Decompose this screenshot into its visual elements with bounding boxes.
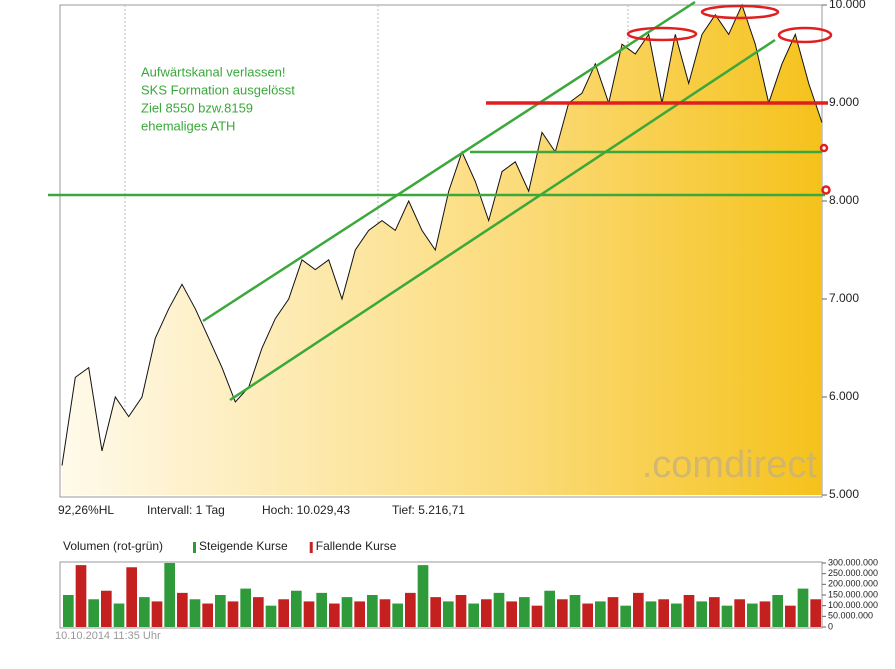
legend-label: Fallende Kurse [316, 539, 397, 553]
price-area [62, 5, 822, 495]
stat: Hoch: 10.029,43 [262, 503, 350, 517]
volume-bar [253, 597, 264, 627]
volume-bar [785, 605, 796, 627]
volume-bar [75, 565, 87, 627]
volume-bar [151, 601, 163, 627]
volume-bar [607, 597, 619, 627]
y-tick-label: 9.000 [829, 95, 859, 109]
annotation: Ziel 8550 bzw.8159 [141, 100, 253, 115]
annotation: Aufwärtskanal verlassen! [141, 64, 286, 79]
volume-bar [430, 597, 441, 627]
volume-bar [177, 592, 188, 627]
volume-bar [139, 597, 150, 627]
volume-bar [696, 601, 707, 627]
volume-bar [341, 597, 353, 627]
y-tick-label: 250.000.000 [828, 568, 878, 578]
price-layer: 5.000 6.000 7.000 8.000 9.000 10.000 [61, 0, 866, 501]
stat: Intervall: 1 Tag [147, 503, 225, 517]
volume-bar [645, 601, 657, 627]
y-tick-label: 0 [828, 621, 833, 631]
volume-bar [468, 603, 479, 627]
volume-bar [265, 605, 277, 627]
volume-bar [101, 590, 112, 627]
volume-bar [215, 595, 226, 627]
volume-bar [569, 595, 581, 627]
volume-bar [113, 603, 125, 627]
volume-bar [493, 592, 505, 627]
volume-bar [683, 595, 695, 627]
volume-bar [417, 565, 429, 627]
volume-bar [240, 588, 251, 627]
volume-bar [367, 595, 378, 627]
y-tick-label: 200.000.000 [828, 579, 878, 589]
y-tick-label: 7.000 [829, 291, 859, 305]
y-tick-label: 5.000 [829, 487, 859, 501]
volume-bar [202, 603, 213, 627]
volume-bar [759, 601, 771, 627]
volume-bar [189, 599, 201, 627]
volume-bar [633, 592, 644, 627]
y-tick-label: 8.000 [829, 193, 859, 207]
volume-bar [392, 603, 403, 627]
stat: 92,26%HL [58, 503, 114, 517]
volume-title: Volumen (rot-grün) [63, 539, 163, 553]
volume-bar [658, 599, 669, 627]
volume-bar [620, 605, 631, 627]
volume-bar [291, 590, 302, 627]
y-tick-label: 6.000 [829, 389, 859, 403]
volume-bar [316, 592, 327, 627]
y-tick-label: 300.000.000 [828, 557, 878, 567]
volume-bar [88, 599, 99, 627]
price-line [61, 3, 823, 466]
legend-label: Steigende Kurse [199, 539, 288, 553]
volume-bar [810, 599, 821, 627]
volume-bar [595, 601, 606, 627]
volume-layer: 050.000.000100.000.000150.000.000200.000… [63, 539, 878, 631]
volume-bar [519, 597, 530, 627]
y-tick-label: 50.000.000 [828, 611, 873, 621]
volume-bar [227, 601, 239, 627]
drawn-annotations [48, 0, 833, 402]
volume-bar [405, 592, 416, 627]
volume-bar [671, 603, 682, 627]
legend-swatch [193, 542, 196, 553]
volume-bar [747, 603, 758, 627]
volume-bar [354, 601, 365, 627]
volume-bar [544, 590, 555, 627]
legend-swatch [309, 542, 313, 553]
volume-bar [531, 605, 543, 627]
volume-bar [721, 605, 733, 627]
volume-bar [797, 588, 809, 627]
volume-bar [63, 595, 74, 627]
y-tick-label: 10.000 [829, 0, 866, 11]
volume-bar [481, 599, 492, 627]
stat: Tief: 5.216,71 [392, 503, 465, 517]
volume-bar [455, 595, 467, 627]
volume-bar [126, 567, 137, 627]
annotation: SKS Formation ausgelösst [141, 82, 295, 97]
volume-bar [278, 599, 289, 627]
y-tick-label: 100.000.000 [828, 600, 878, 610]
volume-bar [443, 601, 454, 627]
volume-bar [557, 599, 568, 627]
volume-bar [709, 597, 720, 627]
volume-bar [734, 599, 745, 627]
volume-bar [303, 601, 315, 627]
y-tick-label: 150.000.000 [828, 589, 878, 599]
volume-bar [772, 595, 783, 627]
volume-bar [506, 601, 517, 627]
annotation: ehemaliges ATH [141, 118, 235, 133]
volume-bar [164, 563, 175, 627]
watermark: .comdirect [642, 444, 818, 486]
volume-bar [582, 603, 593, 627]
volume-bar [379, 599, 391, 627]
timestamp: 10.10.2014 11:35 Uhr [55, 630, 161, 642]
volume-bar [329, 603, 340, 627]
